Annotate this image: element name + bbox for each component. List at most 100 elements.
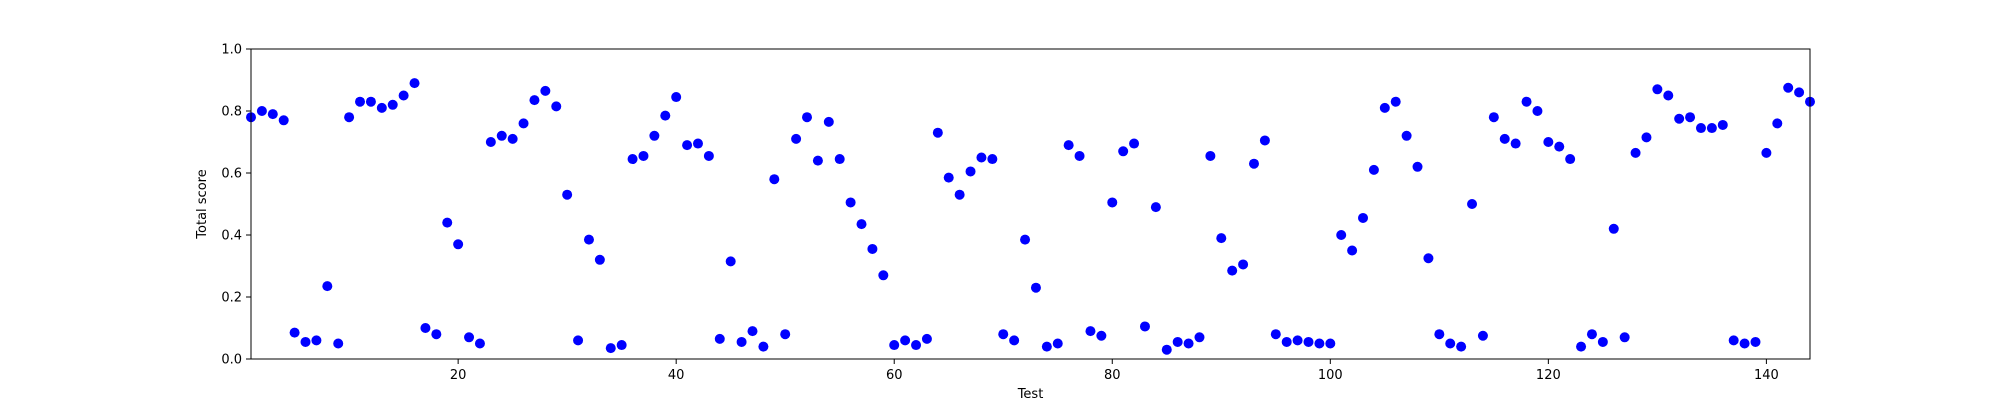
data-point (1248, 158, 1259, 169)
data-point (867, 243, 878, 254)
y-tick-label: 0.4 (221, 229, 242, 244)
data-point (1074, 150, 1085, 161)
plot-frame (250, 48, 1811, 360)
y-tick-label: 0.2 (221, 291, 242, 306)
data-point (834, 154, 845, 165)
data-point (1139, 321, 1150, 332)
data-point (714, 333, 725, 344)
data-point (1641, 132, 1652, 143)
data-point (507, 133, 518, 144)
data-point (1368, 164, 1379, 175)
data-point (529, 95, 540, 106)
data-point (1096, 330, 1107, 341)
data-point (1325, 338, 1336, 349)
data-point (1695, 123, 1706, 134)
data-point (1445, 338, 1456, 349)
data-point (1009, 335, 1020, 346)
data-point (1597, 336, 1608, 347)
x-tick-label: 40 (668, 368, 685, 383)
data-point (1739, 338, 1750, 349)
data-point (1456, 341, 1467, 352)
data-point (464, 332, 475, 343)
data-point (1390, 96, 1401, 107)
data-point (355, 96, 366, 107)
data-point (921, 333, 932, 344)
data-point (1467, 199, 1478, 209)
data-point (769, 174, 780, 185)
data-point (649, 130, 660, 141)
data-point (976, 152, 987, 163)
x-tick-label: 140 (1754, 368, 1779, 383)
data-point (1565, 154, 1576, 165)
data-point (365, 96, 376, 107)
data-point (660, 110, 671, 121)
data-point (1270, 329, 1281, 340)
data-point (856, 219, 867, 230)
data-point (1303, 336, 1314, 347)
data-point (267, 109, 278, 120)
data-point (1030, 282, 1041, 293)
data-point (1107, 197, 1118, 208)
data-point (1412, 161, 1423, 172)
data-point (1379, 102, 1390, 113)
data-point (485, 137, 496, 147)
data-point (1532, 106, 1543, 116)
data-point (1041, 341, 1052, 352)
data-point (791, 133, 802, 144)
data-point (1314, 338, 1325, 349)
data-point (594, 254, 605, 265)
y-axis-ticks: 0.0 0.2 0.4 0.6 0.8 1.0 (221, 43, 251, 368)
data-point (1183, 338, 1194, 349)
x-tick-label: 100 (1318, 368, 1343, 383)
data-point (409, 78, 420, 89)
data-point (954, 189, 965, 200)
data-point (1227, 265, 1238, 276)
x-tick-label: 20 (450, 368, 467, 383)
x-tick-label: 60 (886, 368, 903, 383)
data-point (736, 336, 747, 347)
y-tick-label: 0.8 (221, 105, 242, 120)
data-point (1772, 118, 1783, 129)
data-point (845, 197, 856, 208)
data-point (1761, 147, 1772, 158)
data-point (965, 166, 976, 177)
data-point (605, 343, 616, 354)
data-point (943, 172, 954, 183)
data-point (1194, 332, 1205, 343)
x-axis-title: Test (1017, 387, 1044, 400)
data-point (616, 340, 627, 351)
scatter-points (246, 78, 1815, 355)
data-point (583, 234, 594, 245)
data-point (1717, 119, 1728, 130)
data-point (1281, 336, 1292, 347)
data-point (671, 92, 682, 103)
data-point (1238, 259, 1249, 270)
data-point (823, 116, 834, 127)
data-point (322, 281, 333, 292)
data-point (812, 155, 823, 166)
data-point (344, 112, 355, 123)
data-point (932, 127, 943, 138)
data-point (878, 270, 889, 281)
data-point (1630, 147, 1641, 158)
data-point (1085, 326, 1096, 337)
data-point (1161, 344, 1172, 355)
y-tick-label: 0.6 (221, 167, 242, 182)
data-point (1052, 338, 1063, 349)
data-point (758, 341, 769, 352)
data-point (900, 335, 911, 346)
data-point (1499, 133, 1510, 144)
data-point (1543, 137, 1554, 147)
data-point (1794, 87, 1805, 98)
y-tick-label: 1.0 (221, 43, 242, 58)
data-point (911, 340, 922, 351)
data-point (1118, 146, 1129, 157)
data-point (692, 138, 703, 149)
x-axis-ticks: 20 40 60 80 100 120 140 (450, 359, 1779, 383)
y-tick-label: 0.0 (221, 353, 242, 368)
data-point (1434, 329, 1445, 340)
data-point (420, 323, 431, 333)
data-point (1674, 113, 1685, 124)
data-point (1259, 135, 1270, 146)
